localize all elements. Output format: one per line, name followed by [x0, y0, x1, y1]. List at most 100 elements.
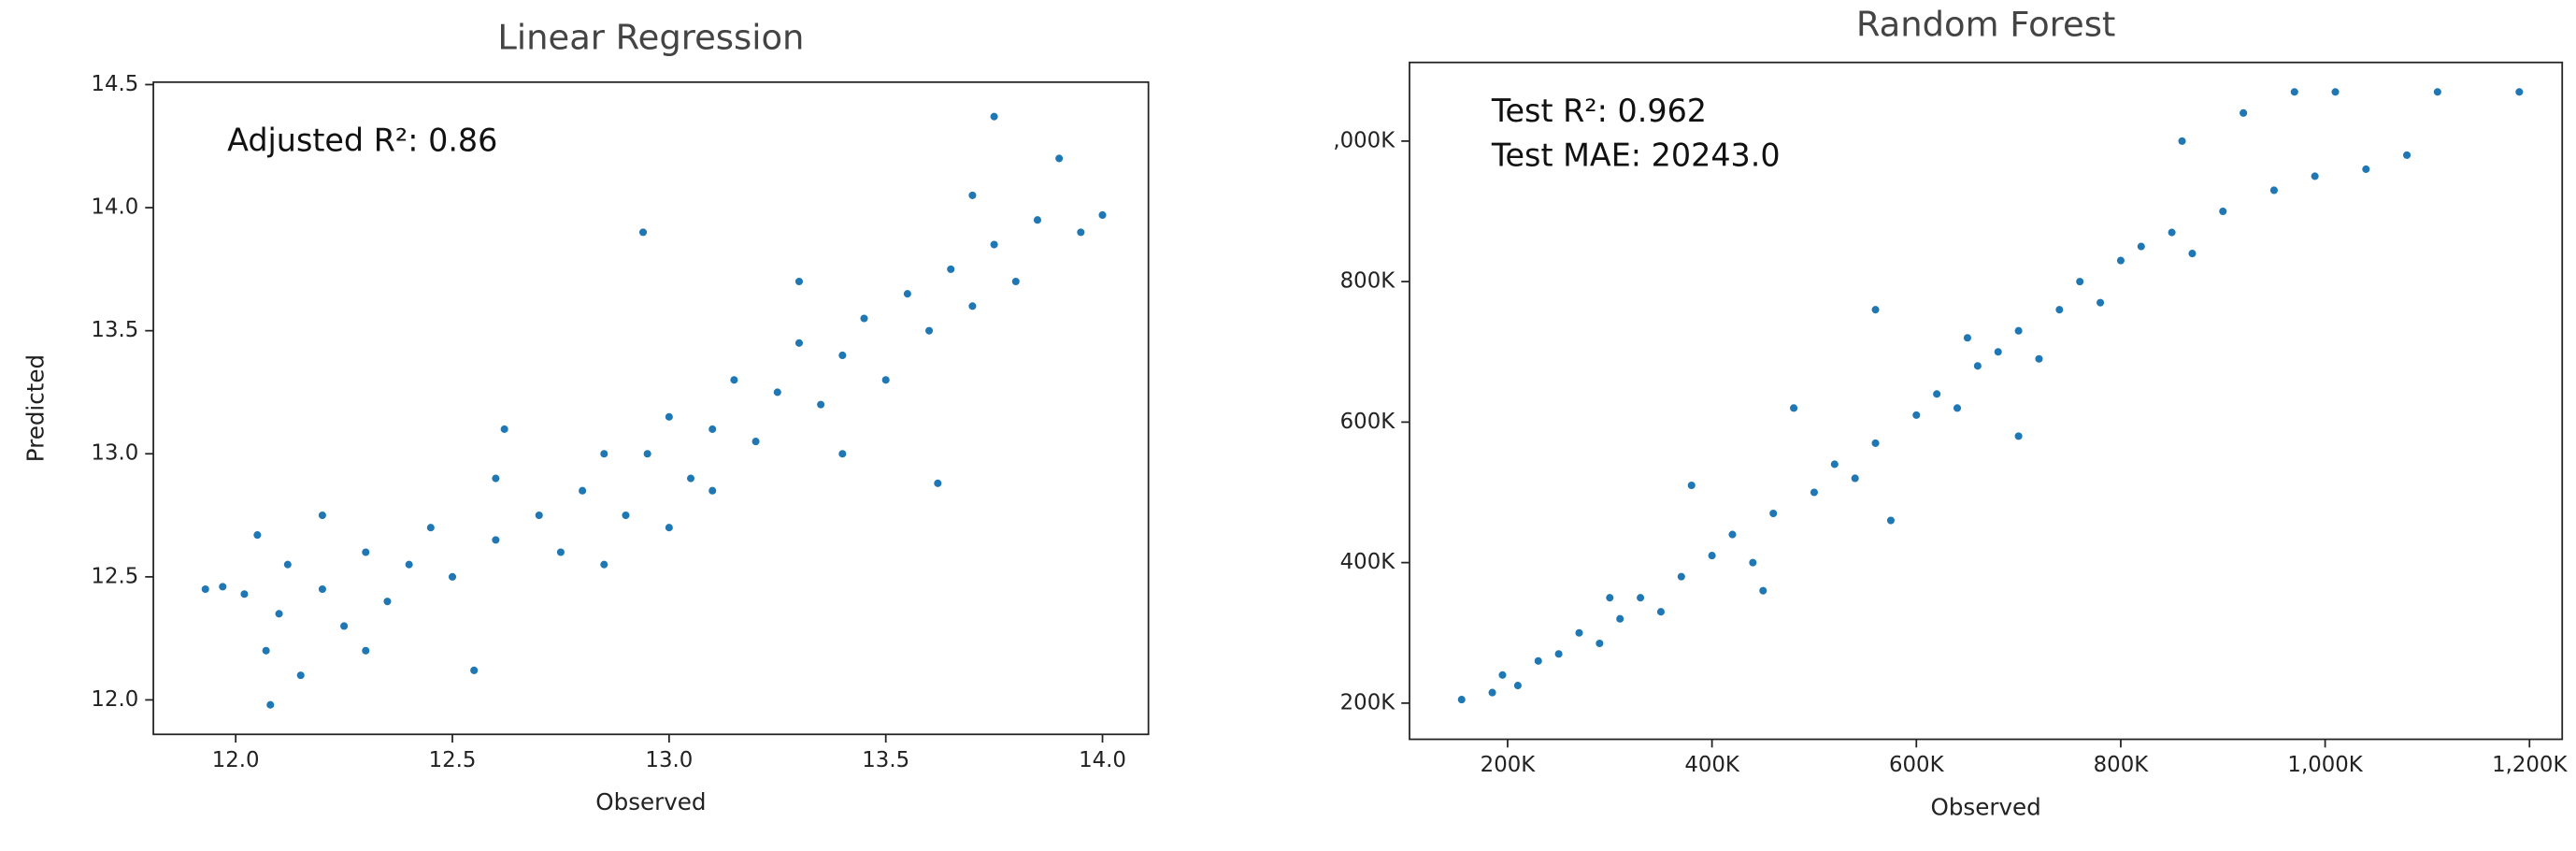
- point: [1972, 361, 1982, 371]
- point: [1788, 403, 1799, 413]
- annotation: Test MAE: 20243.0: [1491, 137, 1781, 173]
- point: [989, 111, 999, 122]
- point: [1076, 227, 1086, 238]
- point: [685, 473, 696, 483]
- point: [664, 523, 674, 533]
- point: [1993, 347, 2003, 357]
- y-tick-label: 14.5: [91, 72, 138, 96]
- point: [2330, 87, 2340, 97]
- point: [880, 375, 891, 385]
- x-tick-label: 200K: [1481, 753, 1537, 777]
- x-axis-label: Observed: [595, 788, 706, 815]
- point: [2115, 255, 2126, 266]
- point: [2177, 136, 2187, 146]
- point: [1809, 487, 1820, 498]
- point: [2310, 171, 2320, 181]
- point: [816, 399, 826, 410]
- point: [599, 559, 609, 570]
- chart-title: Random Forest: [1856, 5, 2116, 45]
- x-tick-label: 12.5: [429, 748, 477, 772]
- annotation: Test R²: 0.962: [1491, 93, 1707, 129]
- point: [1456, 695, 1467, 705]
- point: [1850, 473, 1860, 483]
- point: [1885, 515, 1896, 526]
- y-tick-label: 600K: [1340, 410, 1396, 434]
- point: [1932, 389, 1942, 399]
- x-tick-label: 13.5: [862, 748, 909, 772]
- y-axis-label: Predicted: [21, 354, 49, 462]
- y-tick-label: 13.0: [91, 441, 138, 466]
- point: [1686, 480, 1696, 491]
- y-tick-label: 12.5: [91, 564, 138, 588]
- point: [2167, 227, 2177, 238]
- x-tick-label: 13.0: [645, 748, 693, 772]
- point: [637, 227, 649, 238]
- point: [1870, 438, 1881, 449]
- point: [447, 571, 458, 582]
- point: [2013, 325, 2024, 336]
- point: [491, 535, 501, 545]
- point: [2432, 87, 2442, 97]
- x-tick-label: 1,200K: [2492, 753, 2568, 777]
- point: [2401, 150, 2412, 161]
- point: [317, 510, 328, 521]
- point: [1758, 585, 1768, 596]
- point: [382, 597, 393, 607]
- point: [1768, 508, 1779, 519]
- point: [317, 584, 328, 595]
- x-tick-label: 1,000K: [2287, 753, 2363, 777]
- point: [361, 547, 371, 557]
- point: [1054, 153, 1065, 164]
- point: [967, 301, 978, 311]
- point: [252, 529, 263, 541]
- point: [794, 338, 805, 348]
- point: [1676, 571, 1686, 582]
- point: [469, 665, 479, 675]
- point: [2013, 431, 2024, 441]
- point: [859, 313, 869, 324]
- y-tick-label: 400K: [1340, 550, 1396, 574]
- point: [2361, 164, 2371, 175]
- point: [664, 411, 674, 422]
- point: [1829, 459, 1839, 469]
- point: [1487, 687, 1497, 698]
- plot-area: [152, 80, 1150, 736]
- point: [772, 387, 782, 397]
- point: [1497, 670, 1508, 680]
- point: [2095, 297, 2106, 308]
- point: [2289, 87, 2299, 97]
- y-tick-label: 14.0: [91, 195, 138, 220]
- point: [708, 485, 718, 496]
- point: [1727, 529, 1738, 540]
- point: [491, 473, 501, 483]
- point: [708, 424, 718, 435]
- point: [2268, 185, 2280, 195]
- x-tick-label: 800K: [2094, 753, 2150, 777]
- point: [837, 449, 848, 459]
- x-tick-label: 14.0: [1079, 748, 1126, 772]
- point: [1533, 656, 1543, 666]
- point: [282, 559, 293, 570]
- point: [923, 325, 935, 336]
- point: [239, 589, 250, 599]
- chart-title: Linear Regression: [497, 18, 804, 58]
- point: [1574, 627, 1584, 638]
- x-axis-label: Observed: [1930, 793, 2040, 820]
- point: [933, 478, 943, 488]
- point: [729, 375, 739, 385]
- point: [265, 700, 276, 710]
- point: [1615, 613, 1625, 624]
- y-tick-label: 13.5: [91, 318, 138, 342]
- point: [261, 645, 271, 656]
- x-tick-label: 600K: [1889, 753, 1945, 777]
- point: [1911, 410, 1922, 420]
- point: [1707, 551, 1717, 561]
- point: [274, 609, 284, 619]
- point: [989, 239, 999, 250]
- plot-area: [1409, 61, 2564, 741]
- point: [1010, 276, 1021, 287]
- point: [1748, 557, 1758, 568]
- y-tick-label: ,000K: [1333, 128, 1395, 152]
- y-tick-label: 800K: [1340, 269, 1396, 294]
